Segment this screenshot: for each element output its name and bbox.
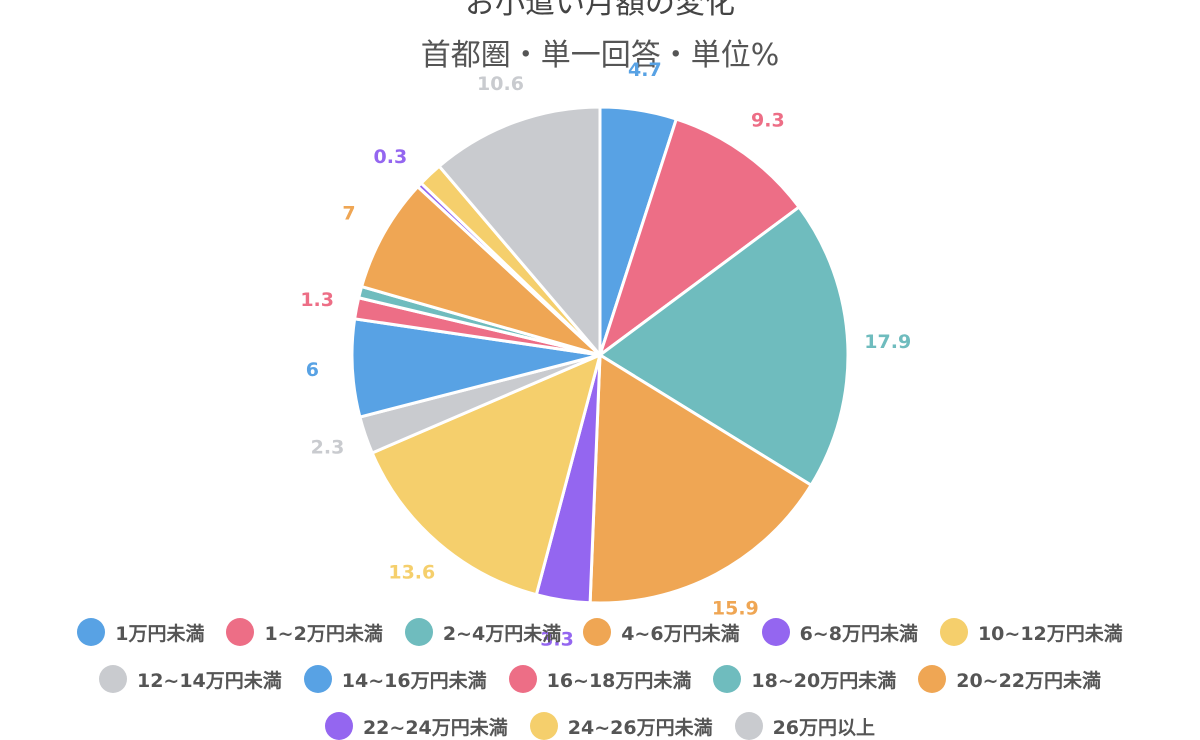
legend-item[interactable]: 26万円以上 [734, 712, 876, 740]
legend-item[interactable]: 6~8万円未満 [761, 618, 918, 646]
legend-item[interactable]: 4~6万円未満 [583, 618, 740, 646]
pie-slice[interactable] [437, 105, 602, 360]
chart-title: お小遣い月額の変化 [465, 0, 735, 21]
legend-label: 24~26万円未満 [567, 716, 713, 739]
slice-value-label: 15.9 [712, 598, 759, 620]
legend-label: 22~24万円未満 [362, 716, 508, 739]
legend-swatch [583, 618, 612, 646]
legend-swatch [939, 618, 968, 646]
legend-swatch [508, 665, 537, 693]
slice-value-label: 7 [342, 202, 355, 224]
legend-item[interactable]: 1~2万円未満 [226, 618, 383, 646]
slice-value-label: 10.6 [477, 73, 524, 95]
legend-label: 4~6万円未満 [621, 622, 740, 645]
legend-label: 1万円未満 [115, 622, 205, 645]
legend-swatch [404, 618, 433, 646]
legend-item[interactable]: 1万円未満 [77, 618, 204, 646]
pie-slice[interactable] [588, 352, 814, 605]
legend-swatch [713, 665, 742, 693]
legend-item[interactable]: 22~24万円未満 [324, 712, 508, 740]
slice-value-label: 2.3 [311, 437, 345, 459]
slice-value-label: 6 [306, 359, 319, 381]
legend-swatch [303, 665, 332, 693]
slice-value-label: 17.9 [864, 331, 911, 353]
legend-swatch [226, 618, 255, 646]
legend-label: 12~14万円未満 [136, 669, 282, 692]
legend-label: 1~2万円未満 [264, 622, 383, 645]
legend-label: 6~8万円未満 [799, 622, 918, 645]
slice-value-label: 4.7 [628, 59, 662, 81]
legend-row: 12~14万円未満 14~16万円未満 16~18万円未満 18~20万円未満 20~2… [0, 665, 1200, 693]
legend-item[interactable]: 2~4万円未満 [404, 618, 562, 646]
pie-slice[interactable] [370, 352, 603, 597]
legend-label: 26万円以上 [772, 716, 876, 739]
legend-item[interactable]: 12~14万円未満 [98, 665, 282, 693]
legend-item[interactable]: 14~16万円未満 [303, 665, 487, 693]
legend-swatch [77, 618, 106, 646]
legend-swatch [529, 712, 558, 740]
legend-label: 20~22万円未満 [956, 669, 1102, 692]
pie-slice[interactable] [597, 205, 850, 488]
legend-swatch [324, 712, 353, 740]
slice-value-label: 0.3 [374, 146, 408, 168]
legend-row: 22~24万円未満 24~26万円未満 26万円以上 [0, 712, 1200, 740]
legend-item[interactable]: 10~12万円未満 [939, 618, 1123, 646]
pie-slice[interactable] [359, 184, 602, 357]
chart-subtitle: 首都圏・単一回答・単位% [420, 38, 780, 73]
legend-item[interactable]: 20~22万円未満 [918, 665, 1101, 693]
legend-label: 14~16万円未満 [341, 669, 487, 692]
legend-swatch [761, 618, 790, 646]
pie-chart: 4.7 9.3 17.9 15.9 3.3 13.6 2.3 6 1.3 7 0.3 10.6 [300, 59, 911, 650]
legend-label: 16~18万円未満 [546, 669, 692, 692]
legend-swatch [734, 712, 763, 740]
legend-item[interactable]: 24~26万円未満 [529, 712, 713, 740]
legend-swatch [98, 665, 127, 693]
legend-label: 10~12万円未満 [977, 622, 1123, 645]
slice-value-label: 1.3 [300, 289, 334, 311]
legend-row: 1万円未満 1~2万円未満 2~4万円未満 4~6万円未満 6~8万円未満 10~12万円… [0, 618, 1200, 646]
legend-label: 2~4万円未満 [442, 622, 562, 645]
slice-value-label: 13.6 [388, 561, 435, 583]
legend-item[interactable]: 16~18万円未満 [508, 665, 692, 693]
legend-label: 18~20万円未満 [751, 669, 897, 692]
slice-value-label: 3.3 [540, 628, 574, 650]
slice-value-label: 9.3 [751, 109, 785, 131]
pie-slice[interactable] [597, 117, 802, 360]
legend-item[interactable]: 18~20万円未満 [713, 665, 896, 693]
legend-swatch [918, 665, 947, 693]
